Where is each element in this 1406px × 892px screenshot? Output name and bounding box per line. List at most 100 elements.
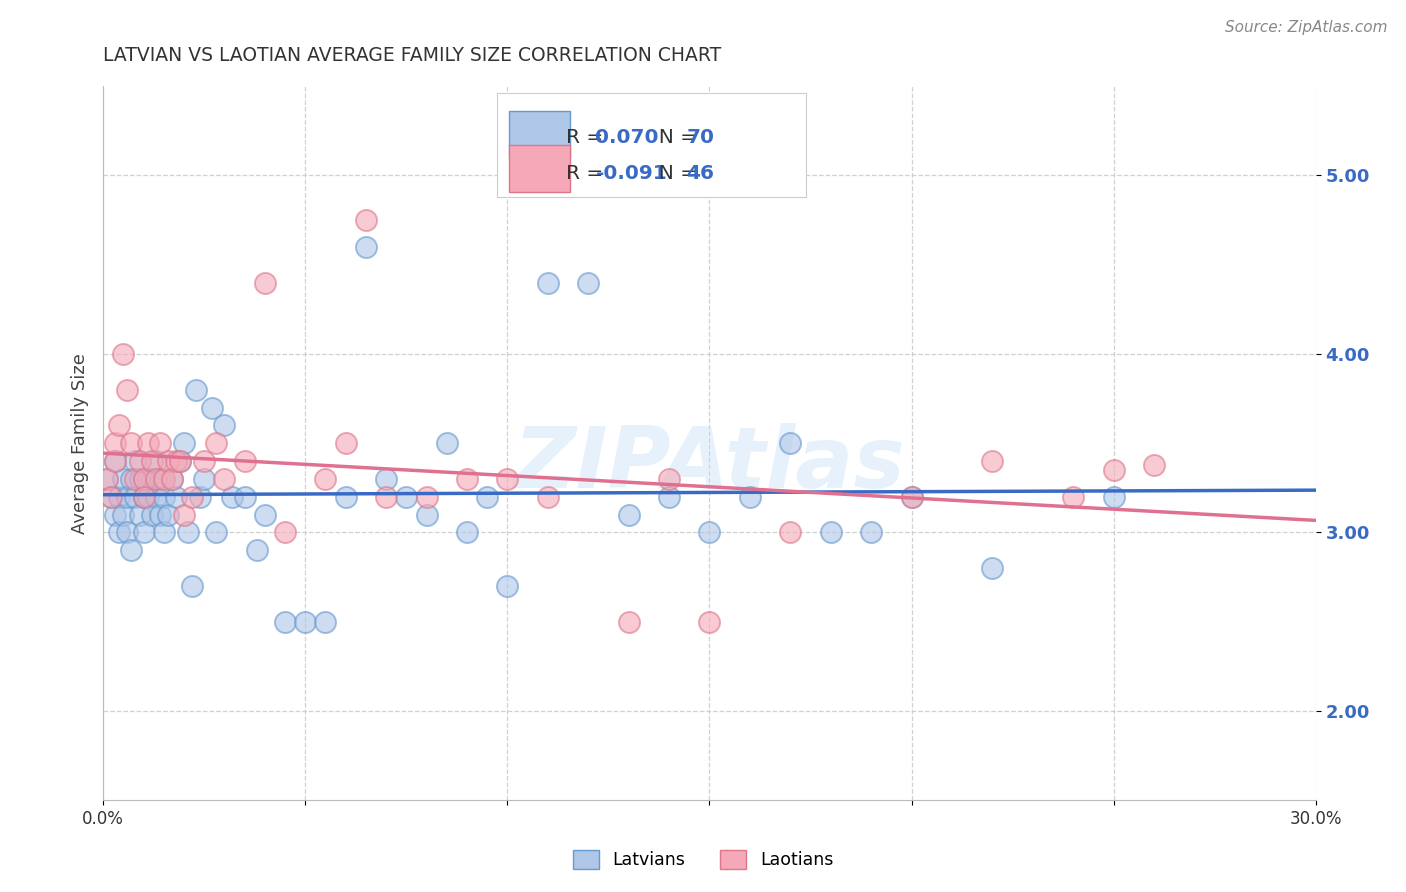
Point [117, 383, 139, 397]
Point [100, 490, 122, 504]
Point [699, 615, 721, 629]
Point [141, 454, 163, 468]
Point [779, 525, 801, 540]
Point [100, 490, 122, 504]
Text: N =: N = [647, 128, 704, 147]
Point [128, 454, 150, 468]
Point [233, 454, 256, 468]
Point [188, 490, 211, 504]
Point [456, 525, 478, 540]
Point [475, 490, 498, 504]
Point [136, 490, 159, 504]
Point [981, 561, 1004, 575]
Point [141, 508, 163, 522]
Text: 46: 46 [686, 164, 714, 183]
Point [981, 454, 1004, 468]
Point [108, 525, 131, 540]
Point [136, 472, 159, 486]
Point [152, 525, 174, 540]
Point [104, 454, 127, 468]
Point [375, 472, 398, 486]
Point [96, 472, 118, 486]
Point [132, 472, 155, 486]
Point [108, 490, 131, 504]
Point [294, 615, 316, 629]
Point [253, 276, 276, 290]
Point [128, 472, 150, 486]
Point [173, 508, 195, 522]
Point [436, 436, 458, 450]
Point [132, 490, 155, 504]
Point [112, 347, 135, 361]
FancyBboxPatch shape [509, 145, 569, 192]
Point [184, 383, 207, 397]
Point [165, 490, 187, 504]
Point [104, 454, 127, 468]
Point [156, 508, 179, 522]
Text: Source: ZipAtlas.com: Source: ZipAtlas.com [1225, 20, 1388, 35]
Point [181, 579, 204, 593]
Point [149, 436, 172, 450]
Point [117, 490, 139, 504]
Point [149, 508, 172, 522]
Point [496, 472, 519, 486]
Point [104, 436, 127, 450]
Point [246, 543, 269, 558]
Point [145, 454, 167, 468]
Point [354, 213, 377, 227]
Point [132, 490, 155, 504]
Point [205, 436, 228, 450]
Point [160, 472, 183, 486]
Point [274, 615, 297, 629]
Point [233, 490, 256, 504]
Point [658, 472, 681, 486]
Point [169, 454, 191, 468]
Text: N =: N = [647, 164, 704, 183]
Text: 70: 70 [686, 128, 714, 147]
Point [124, 454, 146, 468]
Point [165, 454, 187, 468]
Y-axis label: Average Family Size: Average Family Size [72, 352, 89, 533]
Point [214, 418, 236, 433]
Point [156, 454, 179, 468]
Point [1143, 458, 1166, 472]
Point [617, 508, 640, 522]
Point [181, 490, 204, 504]
Point [820, 525, 842, 540]
Point [120, 436, 142, 450]
Point [149, 472, 172, 486]
Point [860, 525, 883, 540]
Text: -0.091: -0.091 [596, 164, 668, 183]
Point [136, 436, 159, 450]
Point [456, 472, 478, 486]
Point [96, 472, 118, 486]
Point [120, 543, 142, 558]
Point [1102, 490, 1125, 504]
Point [124, 472, 146, 486]
Point [160, 472, 183, 486]
Point [1062, 490, 1084, 504]
Point [335, 436, 357, 450]
Point [169, 454, 191, 468]
FancyBboxPatch shape [498, 94, 807, 197]
Point [112, 508, 135, 522]
Point [900, 490, 922, 504]
Point [496, 579, 519, 593]
Point [201, 401, 224, 415]
Point [395, 490, 418, 504]
Point [120, 472, 142, 486]
Point [537, 276, 560, 290]
Point [738, 490, 761, 504]
Point [132, 525, 155, 540]
Legend: Latvians, Laotians: Latvians, Laotians [565, 843, 841, 876]
Point [375, 490, 398, 504]
Point [1102, 463, 1125, 477]
Point [415, 508, 437, 522]
Point [145, 490, 167, 504]
Point [221, 490, 243, 504]
Point [658, 490, 681, 504]
Point [214, 472, 236, 486]
Point [112, 472, 135, 486]
Text: 0.070: 0.070 [596, 128, 659, 147]
Point [108, 418, 131, 433]
